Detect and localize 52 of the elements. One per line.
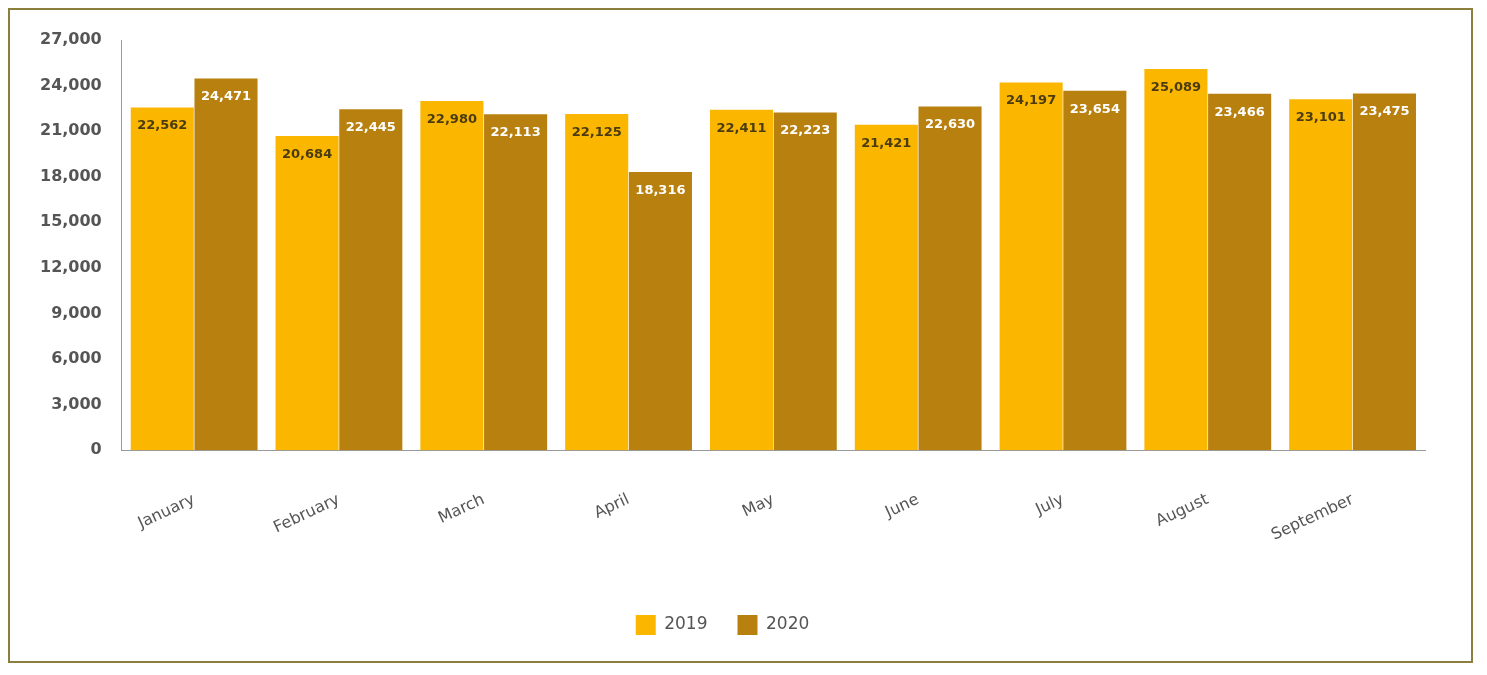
data-label: 23,466 [1214, 103, 1265, 119]
data-label: 24,197 [1006, 92, 1057, 108]
data-label: 22,445 [345, 119, 396, 135]
x-tick-label: July [1031, 489, 1067, 519]
y-tick-label: 12,000 [39, 257, 102, 277]
x-tick-label: May [738, 489, 777, 521]
y-tick-label: 9,000 [51, 302, 102, 322]
data-label: 22,562 [137, 117, 188, 133]
x-tick-label: April [590, 489, 633, 522]
bar [194, 78, 258, 451]
bar [1352, 93, 1416, 451]
bar [709, 109, 774, 451]
data-label: 22,113 [490, 124, 541, 140]
bar [1144, 69, 1208, 451]
data-label: 20,684 [282, 145, 333, 161]
data-label: 22,630 [924, 116, 976, 132]
bar [999, 82, 1063, 451]
data-label: 22,223 [780, 122, 831, 138]
bar [130, 107, 194, 451]
y-tick-label: 24,000 [39, 74, 102, 94]
legend-label: 2019 [664, 613, 708, 634]
data-label: 23,475 [1359, 103, 1410, 119]
data-label: 22,411 [716, 119, 767, 135]
data-label: 18,316 [635, 181, 686, 197]
bar [628, 171, 692, 451]
bar [339, 109, 403, 451]
bar [484, 114, 548, 451]
y-tick-label: 6,000 [51, 348, 102, 368]
bar [854, 124, 918, 451]
y-tick-label: 15,000 [39, 211, 102, 231]
y-tick-label: 27,000 [39, 29, 102, 49]
data-label: 22,980 [426, 110, 477, 126]
bar [1063, 90, 1127, 451]
bar [918, 106, 982, 451]
data-label: 23,654 [1069, 100, 1120, 116]
bar [773, 112, 837, 451]
data-label: 24,471 [200, 88, 252, 104]
bar [275, 135, 339, 451]
bar [565, 114, 629, 451]
legend-label: 2020 [766, 613, 810, 634]
data-label: 23,101 [1295, 109, 1346, 125]
y-tick-label: 3,000 [51, 393, 102, 413]
data-label: 25,089 [1150, 78, 1202, 94]
data-label: 22,125 [571, 123, 622, 139]
x-tick-label: June [881, 489, 922, 522]
data-label: 21,421 [861, 134, 912, 150]
bar [420, 101, 484, 451]
y-tick-label: 21,000 [39, 120, 102, 140]
y-tick-label: 0 [90, 439, 102, 459]
y-tick-label: 18,000 [39, 165, 102, 185]
bar [1208, 93, 1272, 451]
bar [1289, 99, 1353, 451]
